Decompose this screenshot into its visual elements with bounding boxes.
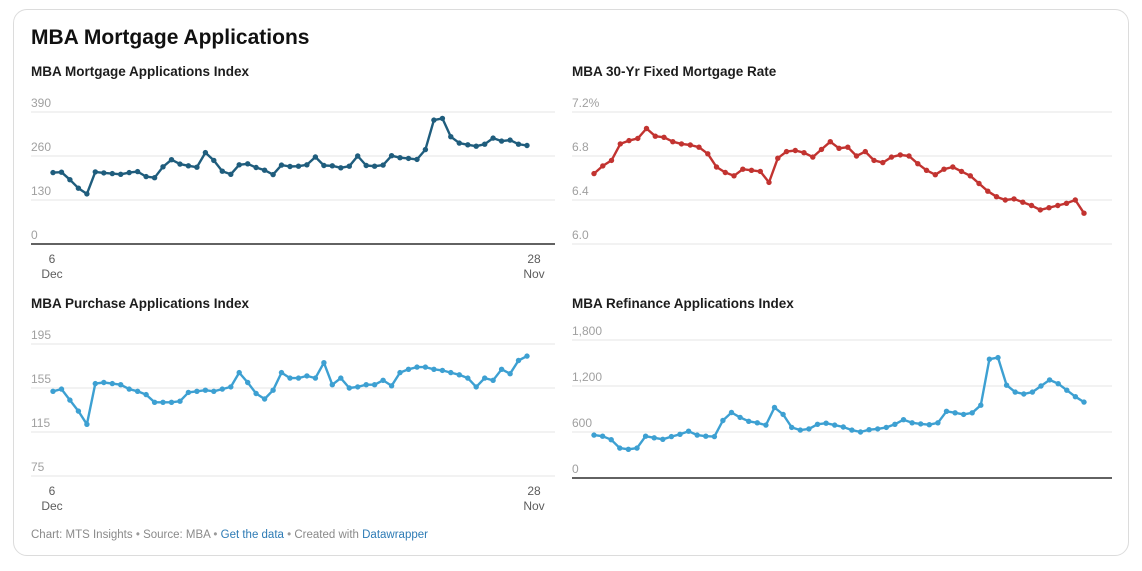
y-tick-label: 0 xyxy=(31,228,38,242)
chart-refinance-index: MBA Refinance Applications Index 1,800 1,… xyxy=(572,294,1112,486)
x-axis-start-label: 6 Dec xyxy=(35,484,69,514)
y-tick-label: 390 xyxy=(31,96,51,110)
y-tick-label: 1,800 xyxy=(572,324,602,338)
chart-title: MBA Refinance Applications Index xyxy=(572,296,794,311)
y-tick-label: 1,200 xyxy=(572,370,602,384)
y-tick-label: 195 xyxy=(31,328,51,342)
y-tick-label: 260 xyxy=(31,140,51,154)
x-axis-labels: 6 Dec 28 Nov xyxy=(31,482,555,514)
x-axis-end-label: 28 Nov xyxy=(517,252,551,282)
mortgage-rate-line-chart: 7.2% 6.8 6.4 6.0 xyxy=(572,96,1112,245)
x-axis-start-label: 6 Dec xyxy=(35,252,69,282)
start-day: 6 xyxy=(48,252,56,266)
bullet-separator: • xyxy=(213,529,218,541)
y-tick-label: 6.4 xyxy=(572,184,589,198)
end-day: 28 xyxy=(527,484,541,498)
chart-title: MBA 30-Yr Fixed Mortgage Rate xyxy=(572,64,777,79)
page-title: MBA Mortgage Applications xyxy=(31,26,310,49)
bullet-separator: • xyxy=(287,529,292,541)
refinance-index-line-chart: 1,800 1,200 600 0 xyxy=(572,324,1112,479)
get-the-data-link[interactable]: Get the data xyxy=(220,529,284,541)
chart-mortgage-rate: MBA 30-Yr Fixed Mortgage Rate 7.2% 6.8 6.4… xyxy=(572,62,1112,250)
chart-title: MBA Mortgage Applications Index xyxy=(31,64,250,79)
chart-applications-index: MBA Mortgage Applications Index 390 260 13… xyxy=(31,62,555,282)
start-month: Dec xyxy=(41,499,63,513)
y-tick-label: 6.8 xyxy=(572,140,589,154)
chart-credit: Chart: MTS Insights xyxy=(31,529,133,541)
y-tick-label: 75 xyxy=(31,460,45,474)
source-label: Source: MBA xyxy=(143,529,211,541)
start-day: 6 xyxy=(48,484,56,498)
datawrapper-link[interactable]: Datawrapper xyxy=(362,529,428,541)
start-month: Dec xyxy=(41,267,63,281)
footer-credits: Chart: MTS Insights • Source: MBA • Get … xyxy=(31,529,428,541)
end-month: Nov xyxy=(523,267,545,281)
chart-purchase-index: MBA Purchase Applications Index 195 155 11… xyxy=(31,294,555,514)
y-tick-label: 130 xyxy=(31,184,51,198)
x-axis-labels: 6 Dec 28 Nov xyxy=(31,250,555,282)
y-tick-label: 115 xyxy=(31,416,50,430)
purchase-index-line-chart: 195 155 115 75 xyxy=(31,328,555,477)
end-month: Nov xyxy=(523,499,545,513)
chart-title: MBA Purchase Applications Index xyxy=(31,296,250,311)
y-tick-label: 7.2% xyxy=(572,96,600,110)
x-axis-end-label: 28 Nov xyxy=(517,484,551,514)
bullet-separator: • xyxy=(135,529,140,541)
applications-index-line-chart: 390 260 130 0 xyxy=(31,96,555,245)
y-tick-label: 6.0 xyxy=(572,228,589,242)
y-tick-label: 600 xyxy=(572,416,592,430)
end-day: 28 xyxy=(527,252,541,266)
dashboard-card: MBA Mortgage Applications MBA Mortgage A… xyxy=(13,9,1129,556)
y-tick-label: 0 xyxy=(572,462,579,476)
created-with-label: Created with xyxy=(294,529,359,541)
y-tick-label: 155 xyxy=(31,372,51,386)
